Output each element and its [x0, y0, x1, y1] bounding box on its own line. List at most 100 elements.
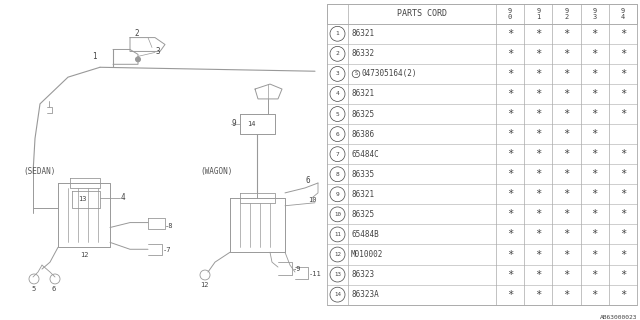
Text: -8: -8 — [165, 222, 173, 228]
Text: *: * — [563, 290, 570, 300]
Text: 14: 14 — [334, 292, 341, 297]
Text: *: * — [591, 149, 598, 159]
Text: *: * — [563, 250, 570, 260]
Text: *: * — [591, 89, 598, 99]
Text: 7: 7 — [335, 152, 339, 157]
Text: *: * — [591, 69, 598, 79]
Text: 13: 13 — [334, 272, 341, 277]
Text: *: * — [563, 149, 570, 159]
Text: 13: 13 — [78, 196, 86, 202]
Text: 65484C: 65484C — [351, 150, 379, 159]
Text: *: * — [535, 189, 541, 199]
Text: 9
2: 9 2 — [564, 8, 568, 20]
Text: S: S — [355, 71, 358, 76]
Text: 86321: 86321 — [351, 29, 374, 38]
Text: *: * — [591, 169, 598, 179]
Text: *: * — [620, 269, 626, 280]
Bar — [327, 4, 637, 24]
Text: *: * — [620, 29, 626, 39]
Text: 047305164(2): 047305164(2) — [362, 69, 417, 78]
Text: 1: 1 — [92, 52, 97, 61]
Text: *: * — [507, 89, 513, 99]
Text: *: * — [535, 169, 541, 179]
Text: 9: 9 — [335, 192, 339, 197]
Text: *: * — [563, 89, 570, 99]
Text: *: * — [535, 269, 541, 280]
Text: 4: 4 — [335, 92, 339, 96]
Text: *: * — [591, 109, 598, 119]
Text: *: * — [535, 209, 541, 220]
Text: 9: 9 — [231, 119, 236, 128]
Text: 86332: 86332 — [351, 49, 374, 58]
Text: 2: 2 — [134, 29, 139, 38]
Text: *: * — [507, 229, 513, 239]
Text: 86321: 86321 — [351, 90, 374, 99]
Text: 9
0: 9 0 — [508, 8, 512, 20]
Text: M010002: M010002 — [351, 250, 383, 259]
Text: -11: -11 — [309, 271, 322, 277]
Text: 8: 8 — [335, 172, 339, 177]
Text: 6: 6 — [306, 176, 310, 185]
Text: *: * — [507, 269, 513, 280]
Text: (SEDAN): (SEDAN) — [23, 167, 56, 176]
Text: *: * — [620, 229, 626, 239]
Text: 1: 1 — [335, 31, 339, 36]
Text: 4: 4 — [121, 193, 125, 202]
Text: *: * — [563, 229, 570, 239]
Text: *: * — [591, 129, 598, 139]
Text: 86321: 86321 — [351, 190, 374, 199]
Text: 86323A: 86323A — [351, 290, 379, 299]
Text: *: * — [507, 49, 513, 59]
Text: *: * — [620, 109, 626, 119]
Text: 12: 12 — [334, 252, 341, 257]
Text: *: * — [535, 149, 541, 159]
Text: 3: 3 — [335, 71, 339, 76]
Text: *: * — [535, 109, 541, 119]
Text: 86325: 86325 — [351, 109, 374, 118]
Text: *: * — [620, 89, 626, 99]
Text: *: * — [563, 169, 570, 179]
Text: *: * — [591, 229, 598, 239]
Text: *: * — [535, 229, 541, 239]
Circle shape — [136, 57, 141, 62]
Text: 3: 3 — [156, 47, 161, 56]
Text: 86386: 86386 — [351, 130, 374, 139]
Text: 65484B: 65484B — [351, 230, 379, 239]
Text: *: * — [507, 109, 513, 119]
Text: 12: 12 — [80, 252, 88, 258]
Text: 14: 14 — [247, 121, 255, 127]
Text: *: * — [507, 290, 513, 300]
Text: *: * — [591, 250, 598, 260]
Text: *: * — [535, 69, 541, 79]
Text: *: * — [507, 189, 513, 199]
Text: *: * — [591, 49, 598, 59]
Text: 10: 10 — [334, 212, 341, 217]
Text: *: * — [535, 89, 541, 99]
Text: -7: -7 — [163, 247, 172, 253]
Text: *: * — [507, 250, 513, 260]
Text: *: * — [620, 250, 626, 260]
Text: 5: 5 — [335, 112, 339, 116]
Text: *: * — [535, 290, 541, 300]
Text: *: * — [563, 269, 570, 280]
Text: 86335: 86335 — [351, 170, 374, 179]
Text: *: * — [591, 290, 598, 300]
Text: *: * — [535, 129, 541, 139]
Text: *: * — [507, 69, 513, 79]
Text: *: * — [620, 209, 626, 220]
Text: *: * — [507, 169, 513, 179]
Text: *: * — [620, 290, 626, 300]
Text: *: * — [563, 29, 570, 39]
Text: *: * — [535, 250, 541, 260]
Text: *: * — [535, 49, 541, 59]
Text: 6: 6 — [52, 286, 56, 292]
Text: *: * — [620, 189, 626, 199]
Text: *: * — [507, 209, 513, 220]
Text: *: * — [563, 129, 570, 139]
Text: -9: -9 — [293, 266, 301, 272]
Text: *: * — [591, 189, 598, 199]
Text: 12: 12 — [200, 282, 209, 288]
Text: *: * — [507, 29, 513, 39]
Text: 5: 5 — [31, 286, 35, 292]
Text: 11: 11 — [334, 232, 341, 237]
